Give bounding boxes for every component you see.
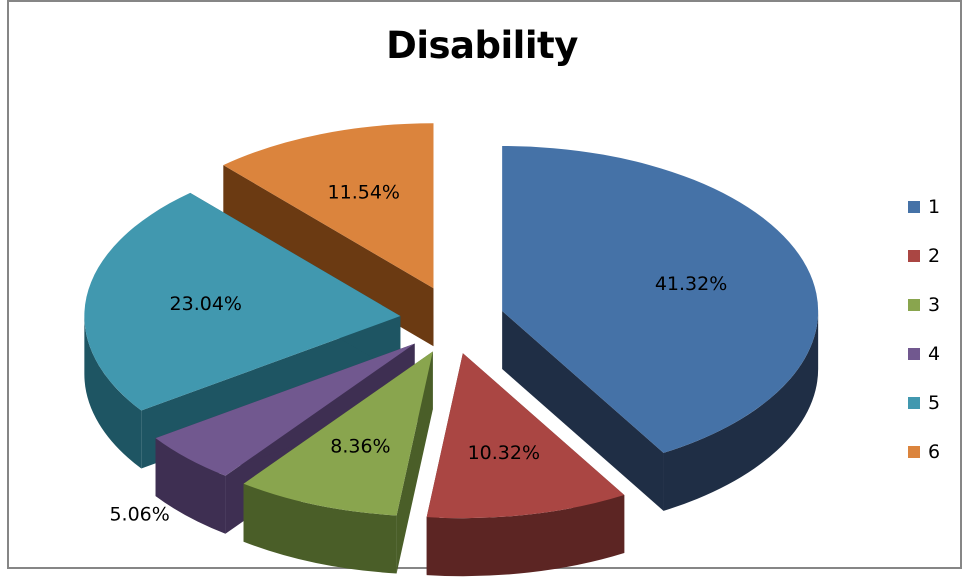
legend-item-2: 2 (908, 245, 940, 267)
slice-label-2: 10.32% (468, 442, 540, 464)
legend-label: 5 (928, 392, 941, 414)
legend-swatch (908, 348, 920, 360)
slice-label-3: 8.36% (330, 436, 390, 458)
legend-swatch (908, 446, 920, 458)
pie-slice-rim (155, 438, 226, 534)
pie-slice-rim (84, 316, 142, 469)
pie-slice-1 (502, 146, 819, 511)
legend-item-6: 6 (908, 441, 940, 463)
legend-swatch (908, 299, 920, 311)
legend-label: 2 (928, 245, 941, 267)
legend-label: 3 (928, 294, 941, 316)
slice-label-1: 41.32% (655, 273, 727, 295)
pie-slice-rim (663, 311, 819, 511)
legend-item-3: 3 (908, 294, 940, 316)
slice-label-6: 11.54% (328, 182, 400, 204)
legend-swatch (908, 250, 920, 262)
chart-title: Disability (386, 24, 578, 67)
pie-slice-wall (223, 165, 434, 347)
pie-slice-top (502, 146, 819, 453)
legend-label: 4 (928, 343, 941, 365)
pie-slice-6 (223, 123, 434, 347)
slice-label-4: 5.06% (109, 503, 169, 525)
legend-label: 6 (928, 441, 941, 463)
pie-slice-top (84, 192, 401, 411)
legend-swatch (908, 201, 920, 213)
pie-slice-wall (502, 311, 664, 511)
pie-slice-top (155, 343, 415, 476)
legend-item-5: 5 (908, 392, 940, 414)
pie-slice-rim (426, 495, 625, 577)
legend-swatch (908, 397, 920, 409)
legend-label: 1 (928, 196, 941, 218)
pie-slice-2 (426, 353, 625, 577)
pie-slice-top (426, 353, 625, 519)
pie-slice-top (243, 351, 433, 516)
legend-item-4: 4 (908, 343, 940, 365)
pie-slice-rim (243, 483, 397, 574)
slice-label-5: 23.04% (170, 293, 242, 315)
pie-slice-3 (243, 351, 433, 574)
pie-slice-top (223, 123, 434, 289)
legend-item-1: 1 (908, 196, 940, 218)
